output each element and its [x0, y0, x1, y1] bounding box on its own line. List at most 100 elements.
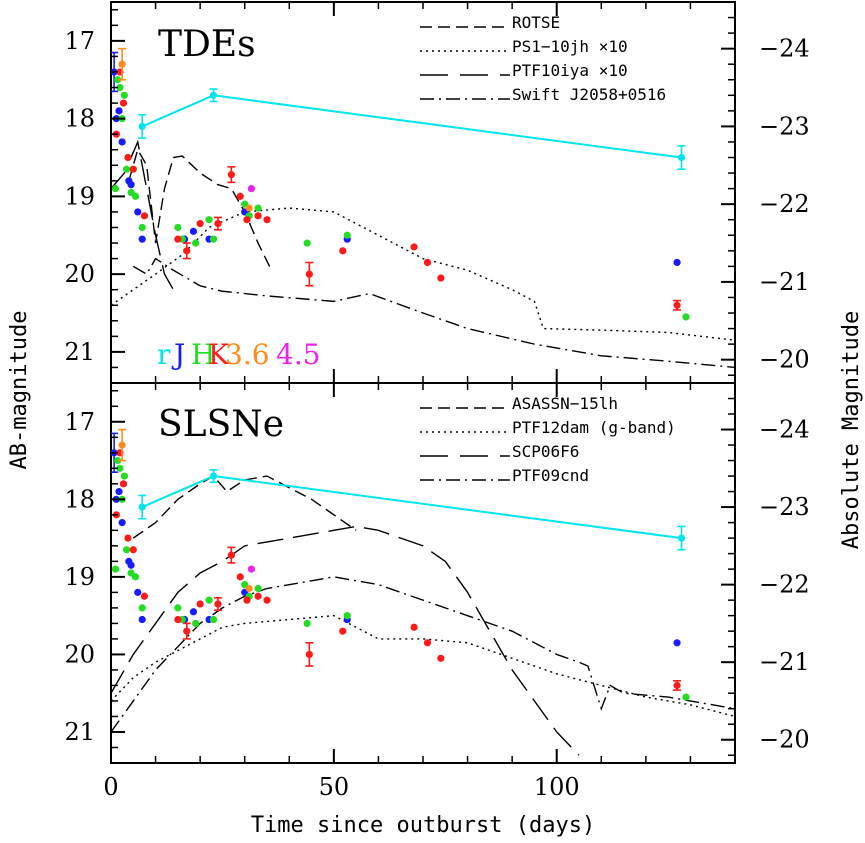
y-tick-label: 21 [64, 338, 95, 366]
photometry-point [174, 235, 182, 243]
photometry-point [118, 60, 126, 68]
photometry-point [423, 258, 432, 267]
photometry-point [303, 619, 311, 628]
y-tick-label: 18 [64, 105, 95, 133]
y-right-tick-label: −24 [759, 35, 810, 63]
x-tick-label: 0 [103, 773, 118, 801]
y-right-tick-label: −23 [759, 112, 810, 140]
y-tick-label: 17 [64, 408, 95, 436]
photometry-point [138, 223, 146, 232]
photometry-point [134, 208, 142, 216]
photometry-point [124, 534, 132, 542]
photometry-point [243, 596, 251, 604]
photometry-point [209, 472, 218, 480]
photometry-point [410, 243, 418, 251]
photometry-point [111, 565, 120, 573]
legend-label: PTF12dam (g-band) [512, 418, 676, 437]
bottom-photometry-points [111, 428, 690, 701]
photometry-point [183, 627, 191, 635]
y-axis-label-left: AB-magnitude [7, 311, 32, 470]
photometry-point [254, 592, 262, 600]
band-label: r [157, 338, 171, 371]
photometry-point [189, 227, 198, 235]
photometry-point [196, 220, 204, 228]
photometry-point [254, 212, 262, 220]
bottom-panel-title: SLSNe [158, 404, 284, 445]
photometry-point [214, 600, 222, 608]
photometry-point [192, 619, 200, 628]
photometry-point [140, 212, 149, 220]
legend-label: ROTSE [512, 13, 560, 32]
photometry-point [115, 487, 123, 496]
photometry-point [111, 185, 120, 193]
y-right-tick-label: −23 [759, 493, 810, 521]
photometry-point [120, 91, 128, 99]
band-label: H [191, 338, 215, 371]
top-y-ticks: 17 18 19 20 21 −24 −23 −22 −21 −20 [64, 9, 810, 376]
photometry-point [138, 615, 146, 624]
top-photometry-points [111, 47, 690, 321]
photometry-point [138, 235, 146, 243]
y-tick-label: 20 [64, 260, 95, 288]
band-label: 3.6 [225, 338, 270, 371]
photometry-point [174, 615, 182, 624]
photometry-point [227, 551, 235, 559]
y-right-tick-label: −24 [759, 416, 810, 444]
photometry-point [214, 220, 222, 228]
y-tick-label: 21 [64, 718, 95, 746]
photometry-point [254, 204, 262, 212]
top-panel-title: TDEs [158, 24, 256, 65]
photometry-point [673, 258, 681, 267]
photometry-point [196, 600, 204, 608]
photometry-point [245, 204, 253, 212]
photometry-point [124, 153, 132, 162]
photometry-point [339, 627, 347, 635]
photometry-point [263, 216, 271, 224]
photometry-point [120, 472, 128, 480]
photometry-point [673, 639, 681, 647]
photometry-point [263, 596, 271, 604]
photometry-point [673, 681, 681, 690]
model-line-ptf10iya-10 [111, 139, 175, 291]
legend-label: SCP06F6 [512, 442, 579, 461]
y-right-tick-label: −20 [759, 346, 810, 374]
band-label: J [171, 338, 185, 371]
photometry-point [131, 192, 140, 200]
photometry-point [118, 518, 126, 527]
photometry-point [305, 270, 313, 278]
x-axis-label: Time since outburst (days) [251, 813, 595, 838]
legend-label: PTF10iya ×10 [512, 61, 628, 80]
photometry-point [138, 122, 146, 131]
photometry-point [209, 615, 218, 624]
photometry-point [339, 247, 347, 255]
photometry-point [247, 565, 255, 573]
bottom-legend: ASASSN−15lh PTF12dam (g-band) SCP06F6 PTF09… [420, 394, 676, 485]
photometry-point [236, 573, 244, 581]
model-line-swift-j2058-0516 [132, 257, 735, 369]
photometry-point [129, 546, 137, 554]
model-line-ptf12dam-g-band- [111, 614, 735, 718]
photometry-point [227, 171, 235, 179]
band-label: 4.5 [276, 338, 321, 371]
photometry-point [209, 235, 218, 243]
photometry-point [682, 693, 690, 701]
photometry-point [682, 313, 690, 321]
top-model-lines [111, 94, 735, 369]
legend-label: PS1−10jh ×10 [512, 37, 628, 56]
photometry-point [119, 99, 128, 107]
model-line-ps1-10jh-10 [111, 207, 735, 341]
photometry-point [118, 441, 126, 449]
photometry-point [677, 153, 686, 162]
photometry-point [119, 480, 128, 488]
y-tick-label: 17 [64, 27, 95, 55]
y-tick-label: 19 [64, 182, 95, 210]
photometry-point [243, 216, 251, 224]
y-right-tick-label: −20 [759, 726, 810, 754]
band-label: K [208, 338, 230, 371]
r-band-line [141, 94, 682, 159]
photometry-point [245, 584, 253, 593]
photometry-point [138, 604, 146, 612]
photometry-point [127, 561, 135, 569]
legend-label: Swift J2058+0516 [512, 85, 666, 104]
